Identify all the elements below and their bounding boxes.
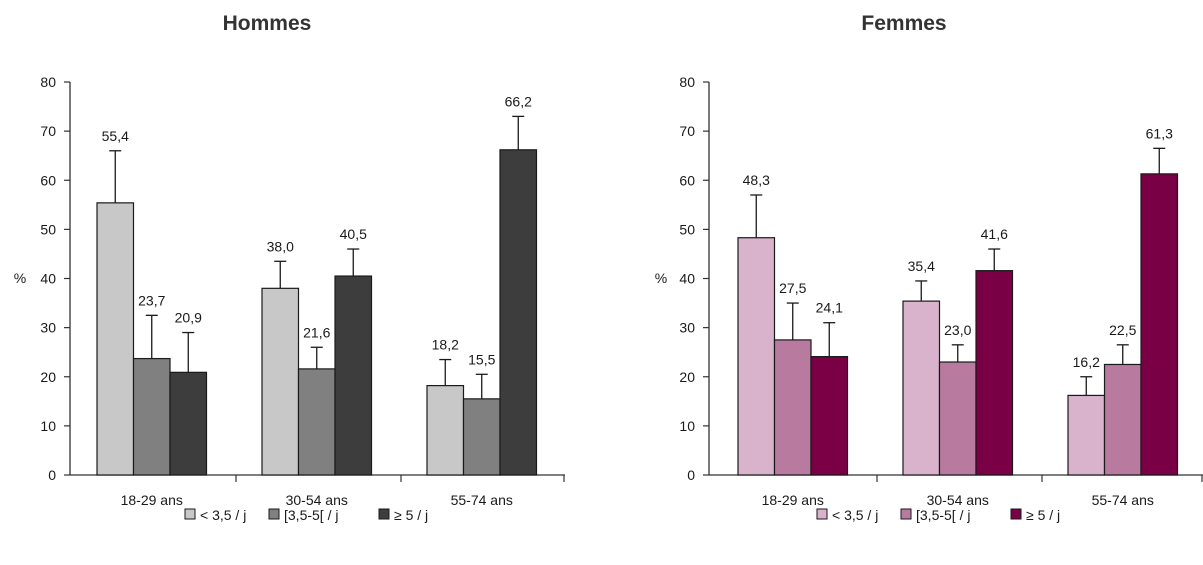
x-tick-label: 55-74 ans — [451, 492, 513, 508]
data-label: 38,0 — [267, 238, 294, 254]
y-axis-label: % — [14, 270, 26, 286]
y-tick-label: 80 — [679, 74, 695, 90]
data-label: 41,6 — [981, 226, 1008, 242]
data-label: 15,5 — [468, 351, 495, 367]
y-tick-label: 70 — [40, 123, 56, 139]
y-tick-label: 40 — [40, 271, 56, 287]
bar — [426, 384, 465, 476]
legend-swatch — [900, 508, 912, 520]
legend-label: [3,5-5[ / j — [916, 507, 970, 523]
y-tick-label: 10 — [679, 418, 695, 434]
legend-label: ≥ 5 / j — [1026, 507, 1060, 523]
data-label: 23,7 — [138, 292, 165, 308]
y-tick-label: 20 — [679, 369, 695, 385]
bar — [334, 275, 373, 476]
data-label: 55,4 — [102, 128, 129, 144]
bar — [1140, 173, 1179, 476]
legend-swatch — [184, 508, 196, 520]
legend-label: ≥ 5 / j — [394, 507, 428, 523]
x-tick-label: 30-54 ans — [286, 492, 348, 508]
bar — [462, 398, 501, 476]
bar — [737, 237, 776, 476]
x-tick-label: 18-29 ans — [121, 492, 183, 508]
y-tick-label: 0 — [48, 467, 56, 483]
bar — [297, 368, 336, 476]
data-label: 66,2 — [505, 93, 532, 109]
data-label: 27,5 — [779, 280, 806, 296]
chart-title: Hommes — [223, 12, 312, 35]
bar — [169, 371, 208, 476]
bar — [499, 149, 538, 476]
bar — [96, 202, 135, 476]
chart-panel-femmes: Femmes% 0 10 20 30 40 50 60 70 80 48,3 27,5 24,1 18-2… — [655, 12, 1203, 523]
legend-swatch — [1010, 508, 1022, 520]
chart-panel-hommes: Hommes% 0 10 20 30 40 50 60 70 80 55,4 23,7 20,9 18-2… — [14, 12, 565, 523]
y-tick-label: 50 — [679, 221, 695, 237]
y-tick-label: 60 — [40, 172, 56, 188]
legend-label: < 3,5 / j — [200, 507, 246, 523]
bar — [975, 270, 1014, 476]
chart-title: Femmes — [861, 12, 946, 35]
y-tick-label: 10 — [40, 418, 56, 434]
bar — [810, 356, 849, 476]
y-tick-label: 20 — [40, 369, 56, 385]
y-axis-label: % — [655, 270, 667, 286]
bar — [902, 300, 941, 476]
data-label: 18,2 — [432, 337, 459, 353]
y-tick-label: 80 — [40, 74, 56, 90]
data-label: 61,3 — [1146, 125, 1173, 141]
legend-swatch — [816, 508, 828, 520]
bar — [773, 339, 812, 476]
bar — [1103, 363, 1142, 476]
y-tick-label: 40 — [679, 271, 695, 287]
bar — [261, 287, 300, 476]
data-label: 48,3 — [743, 172, 770, 188]
legend-label: < 3,5 / j — [832, 507, 878, 523]
y-tick-label: 70 — [679, 123, 695, 139]
x-tick-label: 55-74 ans — [1092, 492, 1154, 508]
data-label: 35,4 — [908, 258, 935, 274]
data-label: 22,5 — [1109, 322, 1136, 338]
y-tick-label: 60 — [679, 172, 695, 188]
data-label: 20,9 — [175, 310, 202, 326]
x-tick-label: 18-29 ans — [762, 492, 824, 508]
y-tick-label: 0 — [687, 467, 695, 483]
bar — [132, 357, 171, 476]
data-label: 23,0 — [944, 322, 971, 338]
bar — [1067, 394, 1106, 476]
data-label: 16,2 — [1073, 354, 1100, 370]
y-tick-label: 50 — [40, 221, 56, 237]
legend-swatch — [378, 508, 390, 520]
data-label: 21,6 — [303, 324, 330, 340]
y-tick-label: 30 — [679, 320, 695, 336]
legend-swatch — [268, 508, 280, 520]
y-tick-label: 30 — [40, 320, 56, 336]
x-tick-label: 30-54 ans — [927, 492, 989, 508]
data-label: 40,5 — [340, 226, 367, 242]
data-label: 24,1 — [816, 300, 843, 316]
bar — [938, 361, 977, 476]
legend-label: [3,5-5[ / j — [284, 507, 338, 523]
